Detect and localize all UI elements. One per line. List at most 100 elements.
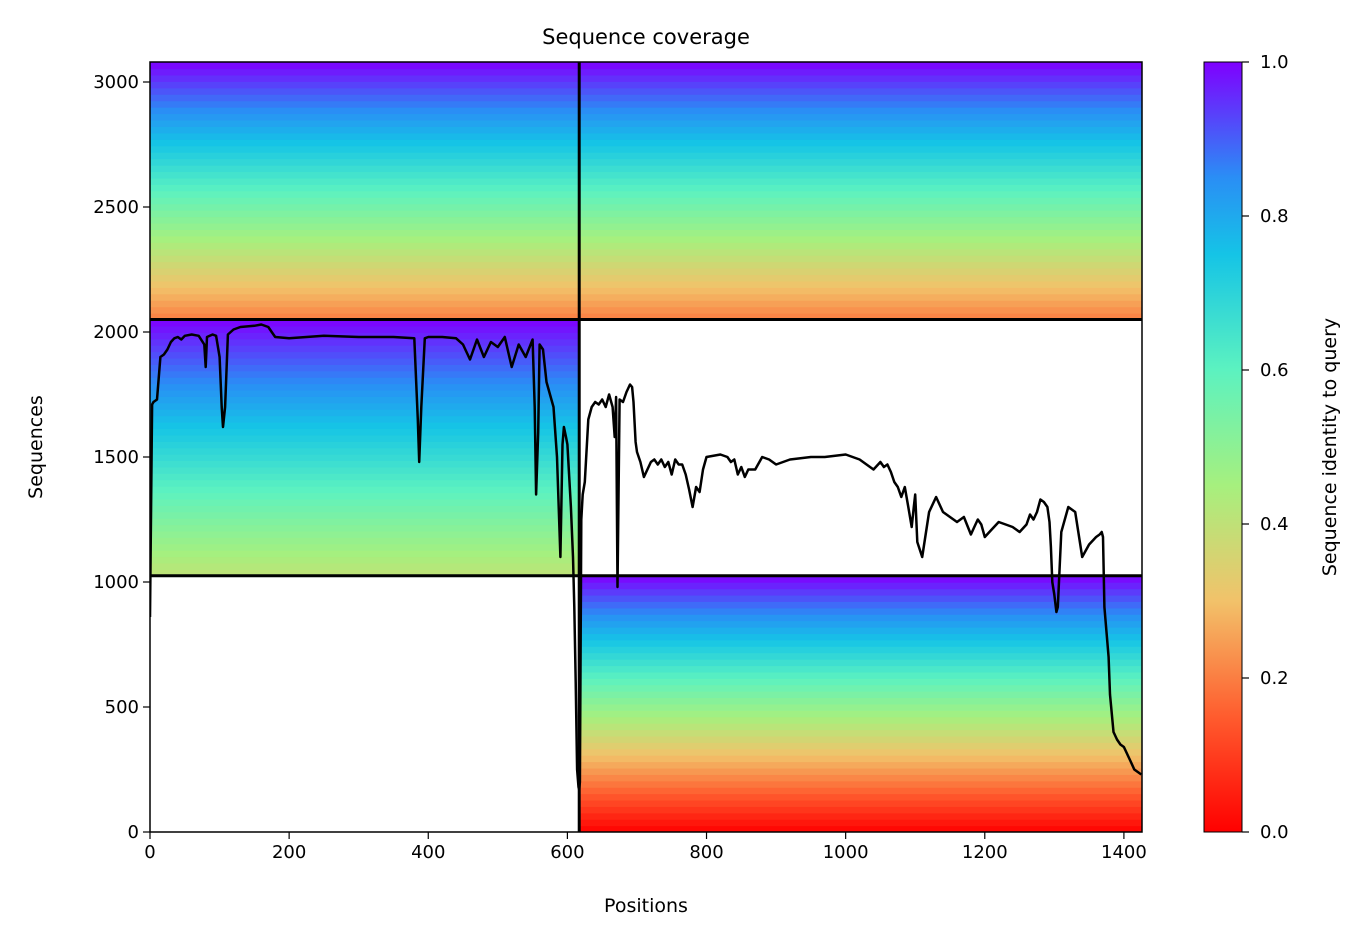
coverage-band — [150, 184, 580, 192]
coverage-band — [579, 742, 1142, 750]
coverage-band — [579, 74, 1142, 82]
coverage-band — [150, 171, 580, 179]
coverage-band — [150, 434, 580, 442]
coverage-band — [150, 479, 580, 487]
coverage-band — [579, 62, 1142, 70]
coverage-band — [150, 68, 580, 76]
x-tick-label: 600 — [550, 842, 584, 863]
coverage-band — [579, 588, 1142, 596]
coverage-band — [150, 62, 580, 70]
coverage-band — [579, 119, 1142, 127]
coverage-band — [150, 550, 580, 558]
x-tick-label: 400 — [411, 842, 445, 863]
coverage-band — [579, 639, 1142, 647]
coverage-band — [150, 287, 580, 295]
coverage-band — [150, 383, 580, 391]
coverage-band — [150, 87, 580, 95]
coverage-band — [579, 235, 1142, 243]
coverage-band — [150, 100, 580, 108]
plot-frame — [149, 61, 1143, 833]
coverage-band — [150, 364, 580, 372]
coverage-band — [150, 306, 580, 314]
coverage-band — [579, 671, 1142, 679]
coverage-band — [579, 748, 1142, 756]
coverage-band — [150, 165, 580, 173]
coverage-band — [150, 441, 580, 449]
coverage-band — [150, 473, 580, 481]
coverage-band — [579, 229, 1142, 237]
coverage-band — [579, 684, 1142, 692]
coverage-band — [579, 222, 1142, 230]
coverage-band — [579, 145, 1142, 153]
coverage-band — [150, 81, 580, 89]
coverage-band — [579, 627, 1142, 635]
coverage-band — [579, 594, 1142, 602]
coverage-band — [579, 184, 1142, 192]
coverage-band — [150, 524, 580, 532]
coverage-band — [150, 389, 580, 397]
x-tick-label: 1400 — [1101, 842, 1147, 863]
coverage-band — [150, 107, 580, 115]
coverage-band — [150, 229, 580, 237]
colorbar-tick-label: 0.6 — [1260, 360, 1289, 381]
coverage-band — [150, 248, 580, 256]
coverage-band — [579, 633, 1142, 641]
coverage-band — [150, 132, 580, 140]
coverage-band — [579, 806, 1142, 814]
coverage-band — [150, 556, 580, 564]
coverage-band — [150, 402, 580, 410]
coverage-band — [579, 755, 1142, 763]
y-tick-label: 1000 — [93, 572, 139, 593]
coverage-band — [150, 74, 580, 82]
coverage-band — [150, 126, 580, 134]
coverage-band — [579, 287, 1142, 295]
coverage-band — [579, 812, 1142, 820]
coverage-band — [579, 678, 1142, 686]
coverage-band — [579, 242, 1142, 250]
coverage-band — [579, 94, 1142, 102]
coverage-band — [579, 197, 1142, 205]
coverage-band — [150, 94, 580, 102]
coverage-band — [150, 113, 580, 121]
coverage-band — [150, 300, 580, 308]
coverage-band — [150, 177, 580, 185]
coverage-band — [150, 261, 580, 269]
coverage-band — [579, 68, 1142, 76]
coverage-band — [579, 248, 1142, 256]
y-tick-label: 500 — [105, 697, 139, 718]
coverage-band — [150, 235, 580, 243]
coverage-line-layer — [150, 323, 1142, 791]
coverage-band — [150, 216, 580, 224]
coverage-band — [150, 562, 580, 570]
coverage-band — [150, 454, 580, 462]
coverage-band — [579, 691, 1142, 699]
coverage-band — [579, 158, 1142, 166]
colorbar-tick-label: 0.0 — [1260, 822, 1289, 843]
coverage-band — [150, 158, 580, 166]
coverage-band — [579, 81, 1142, 89]
coverage-band — [579, 216, 1142, 224]
coverage-band — [150, 319, 580, 327]
coverage-band — [579, 293, 1142, 301]
coverage-band — [150, 139, 580, 147]
coverage-band — [579, 107, 1142, 115]
coverage-band — [150, 313, 580, 321]
coverage-block-paired-A — [150, 319, 580, 577]
coverage-band — [150, 396, 580, 404]
coverage-band — [150, 325, 580, 333]
x-tick-label: 800 — [689, 842, 723, 863]
coverage-band — [579, 735, 1142, 743]
coverage-band — [579, 723, 1142, 731]
coverage-band — [150, 428, 580, 436]
coverage-band — [579, 697, 1142, 705]
coverage-block-chain-B-unpaired — [579, 575, 1142, 832]
coverage-band — [579, 716, 1142, 724]
y-axis-label: Sequences — [25, 395, 47, 499]
coverage-band — [579, 113, 1142, 121]
coverage-band — [150, 210, 580, 218]
coverage-band — [579, 659, 1142, 667]
coverage-band — [150, 351, 580, 359]
coverage-band — [579, 774, 1142, 782]
coverage-band — [150, 293, 580, 301]
coverage-band — [150, 370, 580, 378]
